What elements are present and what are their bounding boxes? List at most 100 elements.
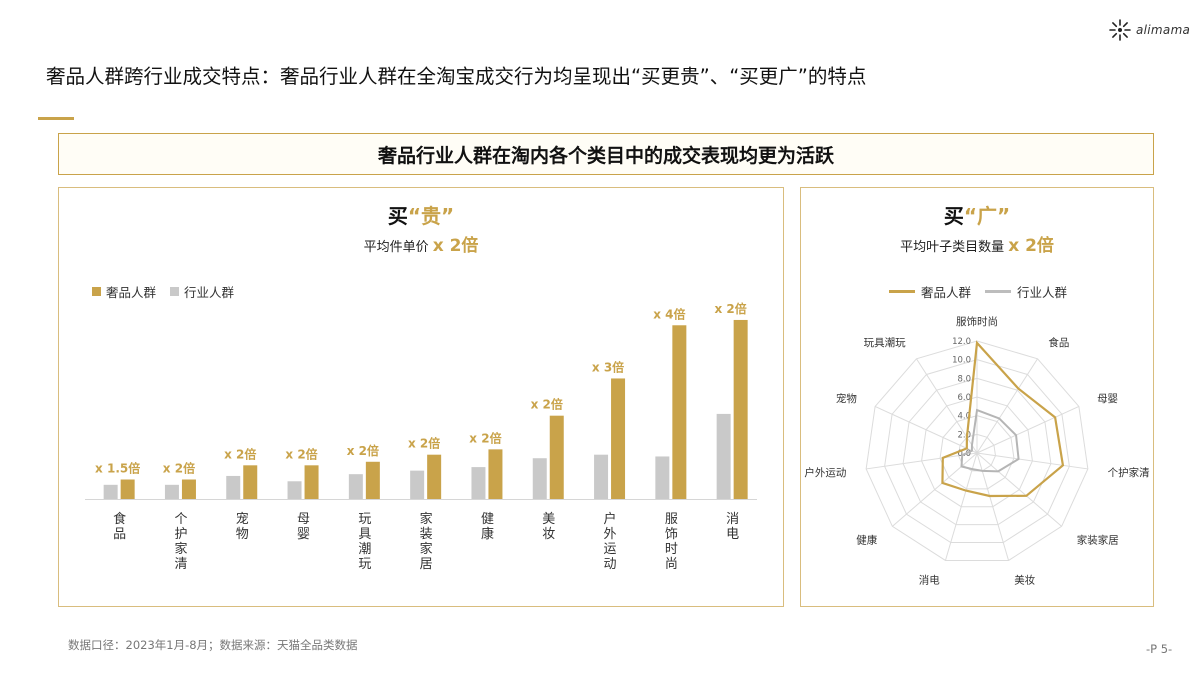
category-label: 宠 [236, 511, 249, 527]
category-label: 玩 [358, 512, 371, 527]
legend-item-luxury: 奢品人群 [92, 282, 156, 301]
category-label: 健 [481, 512, 494, 527]
category-label: 食 [113, 511, 126, 527]
radar-axis-label: 家装家居 [1077, 533, 1119, 546]
category-label: 服 [665, 512, 678, 527]
heading-prefix: 买 [943, 204, 964, 228]
category-label: 电 [726, 527, 739, 542]
radar-grid-ring [865, 340, 1089, 561]
category-label: 潮 [358, 542, 371, 557]
category-label: 个 [174, 512, 187, 527]
radar-spoke [976, 452, 1062, 527]
heading-accent: “贵” [407, 204, 455, 228]
price-panel-subtitle: 平均件单价 x 2倍 [59, 231, 783, 256]
radar-grid-ring [939, 415, 1015, 490]
bar-legend: 奢品人群 行业人群 [92, 282, 248, 301]
bar-luxury [611, 378, 626, 499]
category-label: 玩 [358, 557, 371, 572]
bar-data-label: x 2倍 [531, 397, 563, 412]
legend-label: 奢品人群 [921, 285, 972, 300]
category-label: 外 [604, 527, 617, 542]
radar-grid-ring [884, 359, 1070, 544]
radial-tick-label: 2.0 [957, 430, 971, 440]
category-label: 消 [726, 512, 739, 527]
bar-luxury [120, 479, 135, 499]
category-label: 具 [358, 527, 371, 542]
bar-data-label: x 2倍 [285, 446, 317, 461]
logo-text: alimama [1136, 23, 1191, 37]
radar-axis-label: 服饰时尚 [956, 315, 998, 328]
heading-prefix: 买 [387, 204, 408, 228]
category-label: 动 [604, 557, 617, 572]
category-label: 品 [113, 527, 126, 542]
page-number: -P 5- [1146, 642, 1173, 656]
bar-data-label: x 2倍 [469, 430, 501, 445]
bar-luxury [181, 479, 196, 499]
radar-spoke [976, 452, 1088, 470]
radial-tick-label: 4.0 [957, 412, 971, 422]
subtitle-text: 平均叶子类目数量 [900, 240, 1005, 255]
bar-data-label: x 1.5倍 [95, 461, 140, 476]
category-label: 饰 [665, 527, 678, 542]
radar-axis-label: 个护家清 [1108, 466, 1150, 479]
bar-industry [287, 481, 302, 499]
bar-industry [164, 484, 179, 499]
bar-industry [532, 458, 547, 499]
logo-mark-icon [1109, 19, 1131, 41]
radar-spoke [892, 452, 978, 527]
radar-axis-label: 食品 [1048, 336, 1069, 349]
radar-axis-label: 美妆 [1014, 574, 1035, 587]
radar-axis-label: 玩具潮玩 [864, 336, 906, 349]
category-label: 装 [420, 527, 433, 542]
category-label: 康 [481, 526, 494, 542]
radar-spoke [874, 406, 978, 454]
bar-luxury [427, 454, 442, 499]
category-label: 家 [420, 541, 433, 557]
radar-axis-label: 母婴 [1097, 393, 1118, 405]
bar-luxury [672, 325, 687, 499]
radar-grid-ring [921, 396, 1033, 508]
category-label: 户 [604, 511, 617, 527]
category-label: 母 [297, 512, 310, 527]
category-label: 尚 [665, 557, 678, 572]
bar-data-label: x 2倍 [224, 446, 256, 461]
radar-axis-label: 户外运动 [804, 466, 846, 479]
bar-data-label: x 3倍 [592, 359, 624, 374]
bar-data-label: x 4倍 [653, 306, 685, 321]
bar-industry [655, 456, 670, 499]
bar-industry [348, 474, 363, 499]
category-label: 家 [420, 511, 433, 527]
bar-industry [471, 467, 486, 499]
category-label: 时 [665, 542, 678, 557]
heading-accent: “广” [963, 204, 1011, 228]
legend-item-luxury: 奢品人群 [889, 282, 971, 301]
bar-industry [226, 475, 241, 499]
alimama-logo: alimama [1108, 18, 1191, 44]
bar-luxury [488, 449, 503, 499]
category-label: 家 [174, 541, 187, 557]
radial-tick-label: 12.0 [952, 337, 971, 347]
radar-axis-label: 消电 [919, 574, 941, 587]
summary-banner: 奢品行业人群在淘内各个类目中的成交表现均更为活跃 [58, 133, 1154, 175]
subtitle-multiplier: x 2倍 [1008, 236, 1054, 256]
legend-item-industry: 行业人群 [170, 282, 234, 301]
radar-series-industry [960, 408, 1020, 473]
bar-luxury [243, 465, 258, 499]
title-underline [38, 117, 74, 120]
radial-tick-label: 6.0 [957, 393, 971, 403]
radar-spoke [866, 452, 978, 470]
category-label: 运 [604, 542, 617, 557]
radar-spoke [976, 358, 1038, 454]
breadth-panel-subtitle: 平均叶子类目数量 x 2倍 [801, 231, 1153, 256]
price-panel-heading: 买“贵” [59, 200, 783, 229]
bar-data-label: x 2倍 [715, 301, 747, 316]
price-panel: 买“贵” 平均件单价 x 2倍 奢品人群 行业人群 x 1.5倍食品 x 2倍个护… [58, 187, 784, 607]
category-label: 清 [174, 557, 187, 572]
legend-swatch-industry [170, 287, 180, 296]
category-label: 妆 [542, 527, 555, 542]
breadth-panel-heading: 买“广” [801, 200, 1153, 229]
category-label: 美 [542, 512, 555, 527]
legend-label: 行业人群 [1017, 285, 1068, 300]
bar-industry [716, 413, 731, 499]
